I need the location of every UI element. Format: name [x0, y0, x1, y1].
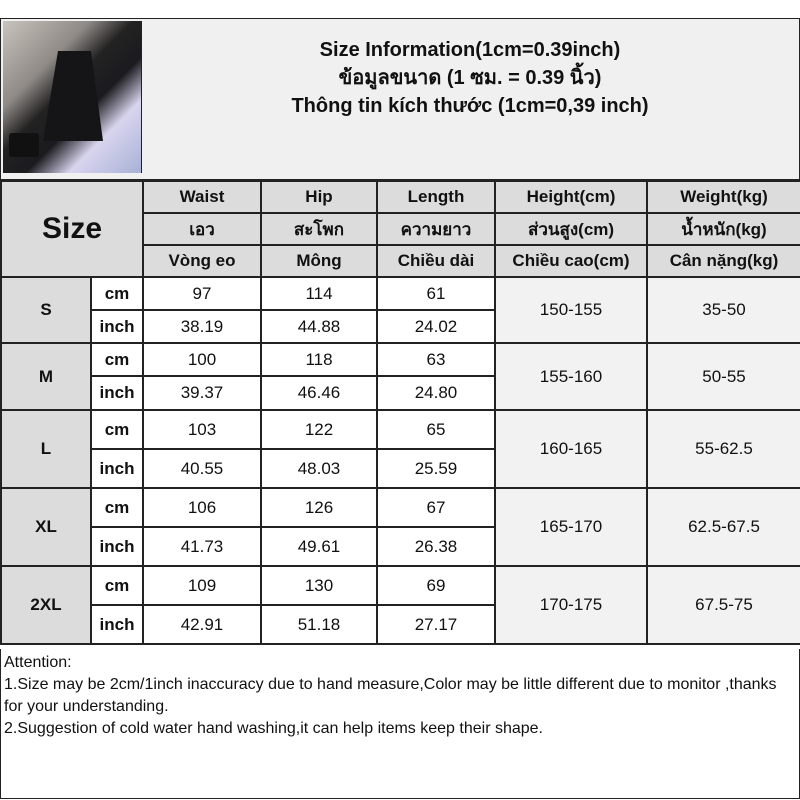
measurement-cell: 109 — [142, 565, 262, 606]
size-label: 2XL — [0, 565, 92, 645]
attention-note-2: 2.Suggestion of cold water hand washing,… — [4, 720, 543, 737]
height-range: 170-175 — [494, 565, 648, 645]
attention-notes: Attention: 1.Size may be 2cm/1inch inacc… — [4, 652, 798, 740]
height-range: 150-155 — [494, 276, 648, 344]
measurement-cell: 42.91 — [142, 604, 262, 645]
table-row: 2XL cm 109 130 69 170-175 67.5-75 — [0, 565, 800, 645]
title-vietnamese: Thông tin kích thước (1cm=0,39 inch) — [291, 95, 649, 117]
measurement-cell: 122 — [260, 409, 378, 450]
product-photo — [3, 21, 142, 173]
measurement-cell: 65 — [376, 409, 496, 450]
table-row: XL cm 106 126 67 165-170 62.5-67.5 — [0, 487, 800, 567]
size-label: S — [0, 276, 92, 344]
measurement-cell: 41.73 — [142, 526, 262, 567]
measurement-cell: 24.02 — [376, 309, 496, 344]
height-range: 165-170 — [494, 487, 648, 567]
column-header: สะโพก — [260, 212, 378, 246]
column-header: Weight(kg) — [646, 180, 800, 214]
measurement-cell: 130 — [260, 565, 378, 606]
unit-label: inch — [90, 309, 144, 344]
column-header: ส่วนสูง(cm) — [494, 212, 648, 246]
column-header: Length — [376, 180, 496, 214]
column-header: Chiều dài — [376, 244, 496, 278]
unit-label: cm — [90, 276, 144, 311]
measurement-cell: 51.18 — [260, 604, 378, 645]
table-row: inch 38.19 44.88 24.02 — [1, 309, 800, 344]
weight-range: 62.5-67.5 — [646, 487, 800, 567]
measurement-cell: 103 — [142, 409, 262, 450]
unit-label: inch — [90, 448, 144, 489]
weight-range: 50-55 — [646, 342, 800, 411]
unit-label: inch — [90, 526, 144, 567]
measurement-cell: 118 — [260, 342, 378, 377]
column-header: Height(cm) — [494, 180, 648, 214]
measurement-cell: 67 — [376, 487, 496, 528]
size-label: XL — [0, 487, 92, 567]
table-row: inch 42.91 51.18 27.17 — [1, 604, 800, 645]
measurement-cell: 46.46 — [260, 375, 378, 411]
size-header: Size — [0, 180, 144, 278]
measurement-cell: 40.55 — [142, 448, 262, 489]
unit-label: cm — [90, 487, 144, 528]
weight-range: 67.5-75 — [646, 565, 800, 645]
handbag-image — [9, 133, 39, 157]
column-header: Mông — [260, 244, 378, 278]
measurement-cell: 38.19 — [142, 309, 262, 344]
size-chart-table: Size Waist Hip Length Height(cm) Weight(kg) เอ… — [0, 180, 800, 645]
table-row: inch 39.37 46.46 24.80 — [1, 375, 800, 411]
weight-range: 55-62.5 — [646, 409, 800, 489]
size-information-title: Size Information(1cm=0.39inch) ข้อมูลขนา… — [142, 36, 798, 120]
column-header: Vòng eo — [142, 244, 262, 278]
header-row: Size Waist Hip Length Height(cm) Weight(kg) — [0, 180, 800, 278]
size-label: M — [0, 342, 92, 411]
column-header: Cân nặng(kg) — [646, 244, 800, 278]
measurement-cell: 39.37 — [142, 375, 262, 411]
measurement-cell: 106 — [142, 487, 262, 528]
height-range: 155-160 — [494, 342, 648, 411]
measurement-cell: 49.61 — [260, 526, 378, 567]
table-row: inch 40.55 48.03 25.59 — [1, 448, 800, 489]
column-header: Waist — [142, 180, 262, 214]
attention-note-1: 1.Size may be 2cm/1inch inaccuracy due t… — [4, 676, 777, 715]
measurement-cell: 61 — [376, 276, 496, 311]
unit-label: cm — [90, 565, 144, 606]
header-row: Vòng eo Mông Chiều dài Chiều cao(cm) Cân nặn… — [1, 244, 800, 278]
column-header: ความยาว — [376, 212, 496, 246]
unit-label: cm — [90, 342, 144, 377]
measurement-cell: 69 — [376, 565, 496, 606]
skirt-image — [43, 51, 103, 141]
weight-range: 35-50 — [646, 276, 800, 344]
measurement-cell: 44.88 — [260, 309, 378, 344]
measurement-cell: 27.17 — [376, 604, 496, 645]
column-header: Chiều cao(cm) — [494, 244, 648, 278]
title-english: Size Information(1cm=0.39inch) — [319, 39, 621, 61]
measurement-cell: 48.03 — [260, 448, 378, 489]
unit-label: inch — [90, 375, 144, 411]
measurement-cell: 26.38 — [376, 526, 496, 567]
size-label: L — [0, 409, 92, 489]
measurement-cell: 114 — [260, 276, 378, 311]
unit-label: cm — [90, 409, 144, 450]
measurement-cell: 63 — [376, 342, 496, 377]
measurement-cell: 100 — [142, 342, 262, 377]
measurement-cell: 25.59 — [376, 448, 496, 489]
column-header: เอว — [142, 212, 262, 246]
measurement-cell: 97 — [142, 276, 262, 311]
measurement-cell: 24.80 — [376, 375, 496, 411]
column-header: น้ำหนัก(kg) — [646, 212, 800, 246]
title-thai: ข้อมูลขนาด (1 ซม. = 0.39 นิ้ว) — [338, 67, 602, 89]
column-header: Hip — [260, 180, 378, 214]
table-row: inch 41.73 49.61 26.38 — [1, 526, 800, 567]
measurement-cell: 126 — [260, 487, 378, 528]
attention-title: Attention: — [4, 654, 72, 671]
header-row: เอว สะโพก ความยาว ส่วนสูง(cm) น้ำหนัก(kg) — [1, 212, 800, 246]
unit-label: inch — [90, 604, 144, 645]
header-panel — [0, 18, 800, 180]
height-range: 160-165 — [494, 409, 648, 489]
